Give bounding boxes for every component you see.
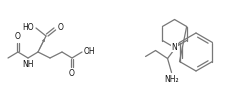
Text: O: O	[15, 32, 21, 41]
Text: O: O	[58, 24, 64, 32]
Text: O: O	[69, 69, 75, 78]
Text: HO: HO	[22, 24, 34, 32]
Text: N: N	[172, 43, 177, 52]
Text: NH₂: NH₂	[164, 74, 179, 84]
Text: NH: NH	[22, 60, 34, 69]
Text: OH: OH	[84, 48, 96, 56]
